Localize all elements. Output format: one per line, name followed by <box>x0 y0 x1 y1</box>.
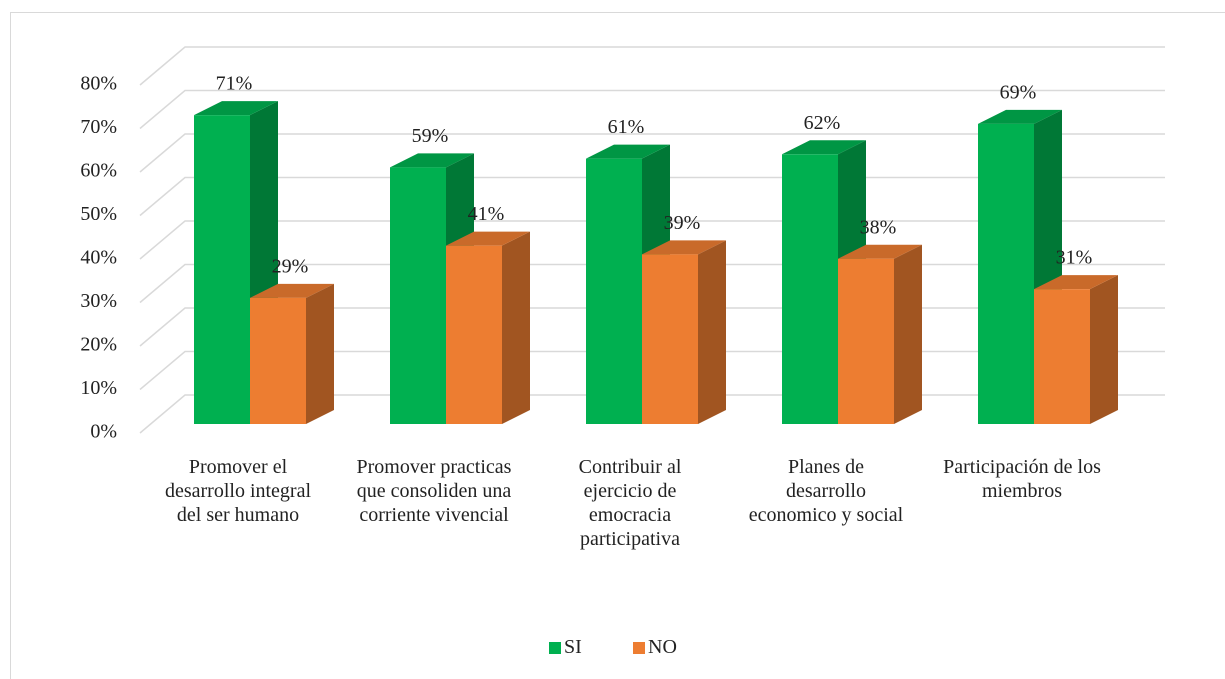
data-label: 59% <box>412 125 449 147</box>
bar-side <box>1090 275 1118 424</box>
y-tick-label: 40% <box>80 247 117 269</box>
bar <box>194 115 250 425</box>
legend-swatch <box>549 641 561 654</box>
bar <box>250 297 306 424</box>
data-label: 62% <box>804 112 841 134</box>
bar <box>1034 289 1090 424</box>
x-tick-label: Promover practicas que consoliden una co… <box>356 456 512 526</box>
bar-top <box>838 244 922 259</box>
bar-top <box>642 240 726 255</box>
y-tick-label: 50% <box>80 203 117 225</box>
data-label: 29% <box>272 255 309 277</box>
bar-side <box>306 283 334 424</box>
data-label: 71% <box>216 73 253 95</box>
legend-item: SI <box>549 636 582 659</box>
legend-label: NO <box>648 636 677 658</box>
bar-side <box>894 244 922 424</box>
legend-item: NO <box>633 636 677 659</box>
bar <box>782 154 838 425</box>
y-tick-label: 30% <box>80 290 117 312</box>
data-label: 39% <box>664 212 701 234</box>
bar-top <box>194 101 278 116</box>
bar <box>586 158 642 424</box>
data-label: 38% <box>860 216 897 238</box>
legend-swatch <box>633 641 645 654</box>
y-tick-label: 80% <box>80 73 117 95</box>
bar-side <box>502 231 530 424</box>
bar-top <box>446 231 530 246</box>
bar-side <box>698 240 726 424</box>
bar <box>978 123 1034 424</box>
y-tick-label: 10% <box>80 377 117 399</box>
y-tick-label: 60% <box>80 160 117 182</box>
x-tick-label: Planes de desarrollo economico y social <box>748 456 904 526</box>
bar-top <box>782 140 866 155</box>
grid-line <box>139 89 1165 130</box>
y-tick-label: 0% <box>90 421 117 443</box>
chart-border <box>10 12 1225 679</box>
y-tick-label: 70% <box>80 116 117 138</box>
y-tick-label: 20% <box>80 334 117 356</box>
bar <box>446 245 502 424</box>
bar <box>642 254 698 424</box>
legend-label: SI <box>564 636 582 658</box>
grid-line <box>139 133 1165 173</box>
bar <box>390 167 446 424</box>
bar-top <box>250 283 334 298</box>
bar <box>838 258 894 424</box>
grid-line <box>139 46 1165 86</box>
data-label: 61% <box>608 116 645 138</box>
data-label: 41% <box>468 203 505 225</box>
data-label: 31% <box>1056 247 1093 269</box>
bar-top <box>586 144 670 159</box>
x-tick-label: Participación de los miembros <box>943 456 1101 502</box>
bar-top <box>978 109 1062 124</box>
x-tick-label: Contribuir al ejercicio de emocracia par… <box>578 456 682 550</box>
x-tick-label: Promover el desarrollo integral del ser … <box>164 456 312 526</box>
bar-top <box>390 153 474 168</box>
data-label: 69% <box>1000 81 1037 103</box>
bar-top <box>1034 275 1118 290</box>
